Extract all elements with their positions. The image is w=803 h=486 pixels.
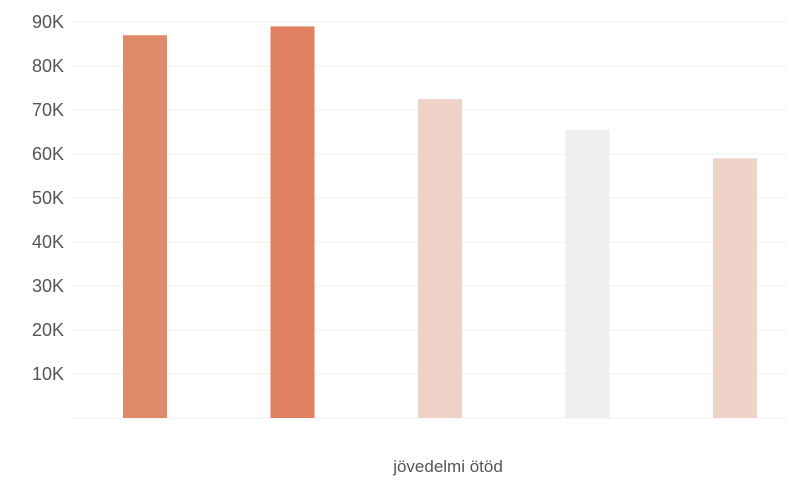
y-tick-label: 40K (32, 232, 64, 252)
y-axis-ticks: 10K 20K 30K 40K 50K 60K 70K 80K 90K (32, 12, 64, 384)
y-tick-label: 90K (32, 12, 64, 32)
y-tick-label: 30K (32, 276, 64, 296)
bar[interactable] (418, 99, 462, 418)
y-tick-label: 20K (32, 320, 64, 340)
bar[interactable] (713, 158, 757, 418)
bar[interactable] (270, 26, 315, 419)
y-tick-label: 50K (32, 188, 64, 208)
y-tick-label: 70K (32, 100, 64, 120)
y-tick-label: 60K (32, 144, 64, 164)
x-axis-label: jövedelmi ötöd (392, 457, 503, 476)
y-tick-label: 10K (32, 364, 64, 384)
bar[interactable] (123, 35, 167, 418)
y-tick-label: 80K (32, 56, 64, 76)
bars (123, 26, 757, 419)
bar[interactable] (565, 129, 610, 419)
